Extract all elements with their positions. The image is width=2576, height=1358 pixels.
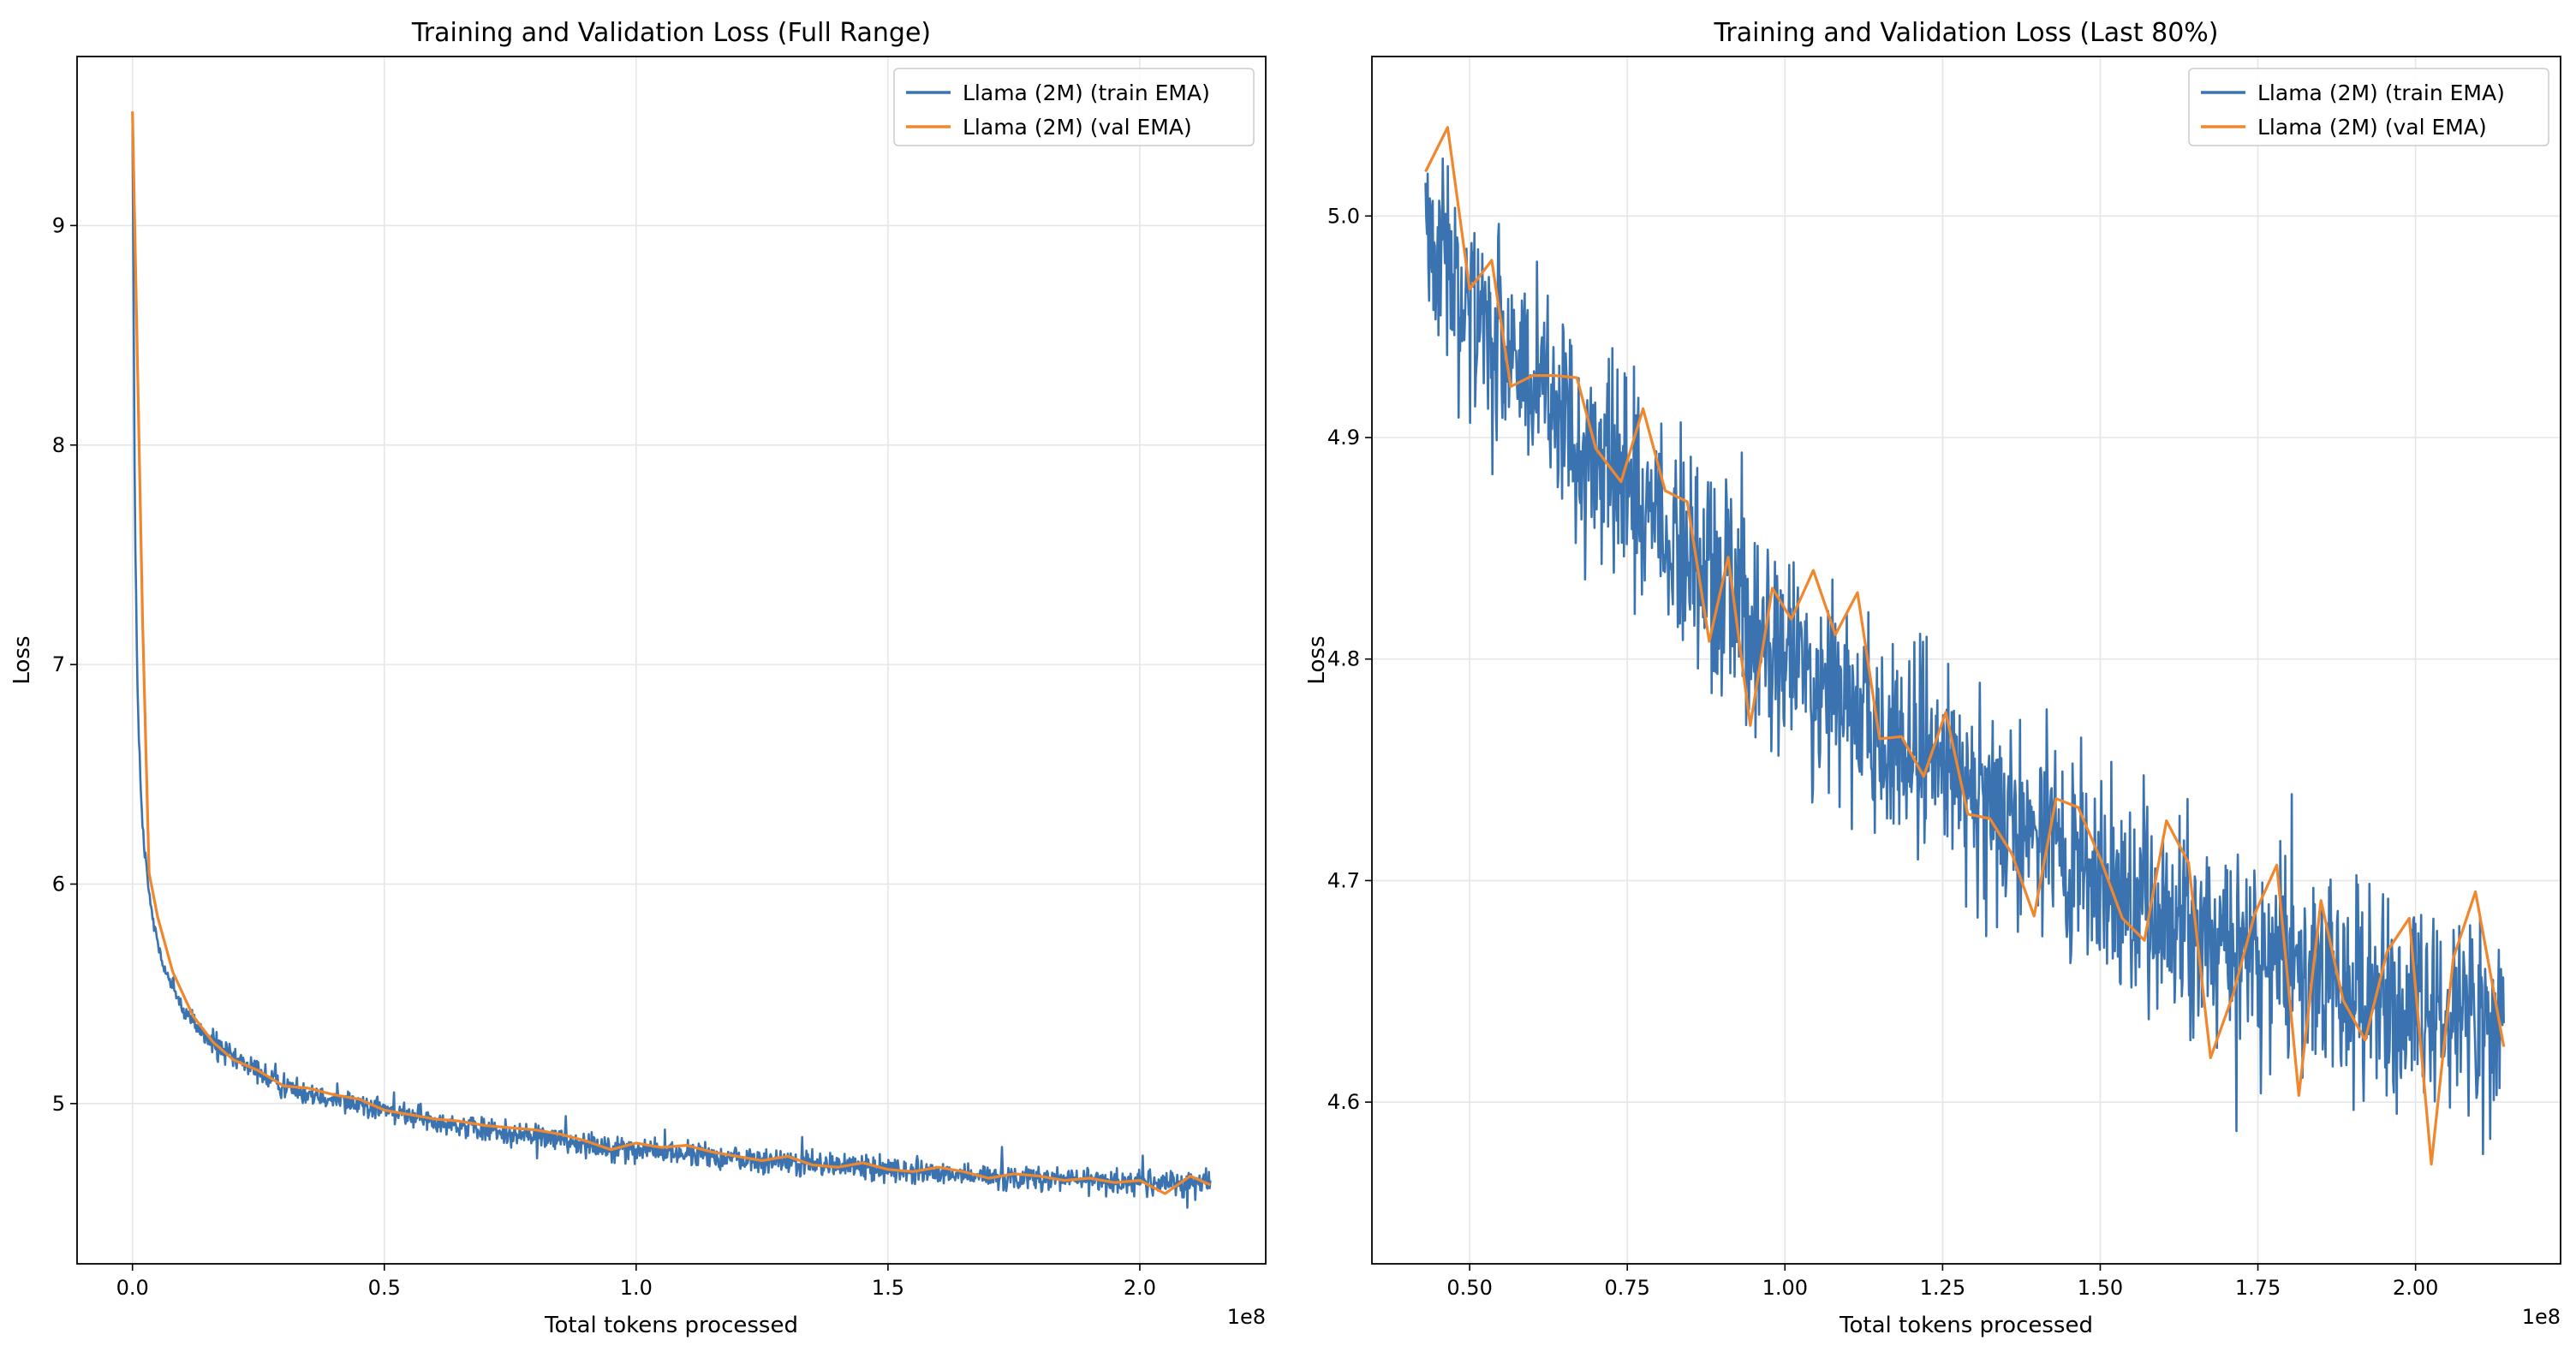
x-tick-label: 1.25 (1920, 1276, 1965, 1300)
x-tick-label: 2.0 (1124, 1276, 1156, 1300)
x-tick-label: 0.75 (1604, 1276, 1649, 1300)
y-tick-label: 6 (52, 872, 65, 896)
y-tick-label: 7 (52, 652, 65, 676)
y-tick-label: 4.6 (1327, 1090, 1360, 1114)
grid-lines (77, 57, 1266, 1264)
x-tick-label: 0.5 (368, 1276, 401, 1300)
plot-frame (1371, 56, 2561, 1265)
chart-title: Training and Validation Loss (Last 80%) (1713, 18, 2218, 48)
chart-last-80: 0.50 0.75 1.00 1.25 1.50 1.75 2.00 4.6 4.7 4.8 4.9… (1304, 18, 2561, 1338)
series-line-train (1424, 157, 2505, 1156)
x-axis-offset-label: 1e8 (2522, 1305, 2561, 1329)
y-tick-label: 5 (52, 1092, 65, 1116)
y-tick-label: 8 (52, 433, 65, 457)
y-tick-label: 5.0 (1327, 204, 1360, 228)
y-tick-label: 4.8 (1327, 647, 1360, 671)
legend-box (2188, 68, 2549, 146)
series-line-val (1424, 126, 2506, 1166)
x-tick-label: 1.0 (620, 1276, 653, 1300)
x-tick-label: 0.50 (1446, 1276, 1492, 1300)
x-tick-label: 1.5 (872, 1276, 904, 1300)
y-tick-label: 4.7 (1327, 868, 1360, 892)
x-axis-offset-label: 1e8 (1227, 1305, 1266, 1329)
series-line-train (131, 127, 1212, 1209)
chart-full-range: 0.0 0.5 1.0 1.5 2.0 5 6 7 8 9 Training and Valida… (9, 18, 1267, 1338)
y-axis-label: Loss (1304, 635, 1330, 684)
x-tick-label: 1.00 (1762, 1276, 1808, 1300)
legend: Llama (2M) (train EMA) Llama (2M) (val E… (893, 68, 1255, 146)
y-tick-label: 4.9 (1327, 426, 1360, 450)
legend-label-val: Llama (2M) (val EMA) (963, 115, 1192, 140)
x-tick-label: 2.00 (2393, 1276, 2438, 1300)
legend-label-val: Llama (2M) (val EMA) (2257, 115, 2487, 140)
y-axis-label: Loss (9, 635, 35, 684)
x-axis-label: Total tokens processed (1839, 1313, 2093, 1338)
series-group (131, 111, 1212, 1209)
tick-marks: 0.50 0.75 1.00 1.25 1.50 1.75 2.00 4.6 4.7 4.8 4.9… (1327, 204, 2439, 1300)
x-axis-label: Total tokens processed (544, 1313, 798, 1338)
plot-area (77, 57, 1266, 1264)
legend-box (893, 68, 1255, 146)
x-tick-label: 1.50 (2078, 1276, 2123, 1300)
series-line-val (131, 111, 1211, 1195)
chart-title: Training and Validation Loss (Full Range… (411, 18, 931, 48)
plot-area (1372, 57, 2561, 1264)
y-tick-label: 9 (52, 213, 65, 237)
legend-label-train: Llama (2M) (train EMA) (963, 80, 1210, 105)
x-tick-label: 1.75 (2235, 1276, 2281, 1300)
plot-frame (76, 56, 1267, 1265)
series-group (1424, 126, 2506, 1166)
legend: Llama (2M) (train EMA) Llama (2M) (val E… (2188, 68, 2549, 146)
legend-label-train: Llama (2M) (train EMA) (2257, 80, 2505, 105)
tick-marks: 0.0 0.5 1.0 1.5 2.0 5 6 7 8 9 (52, 213, 1156, 1300)
x-tick-label: 0.0 (116, 1276, 149, 1300)
